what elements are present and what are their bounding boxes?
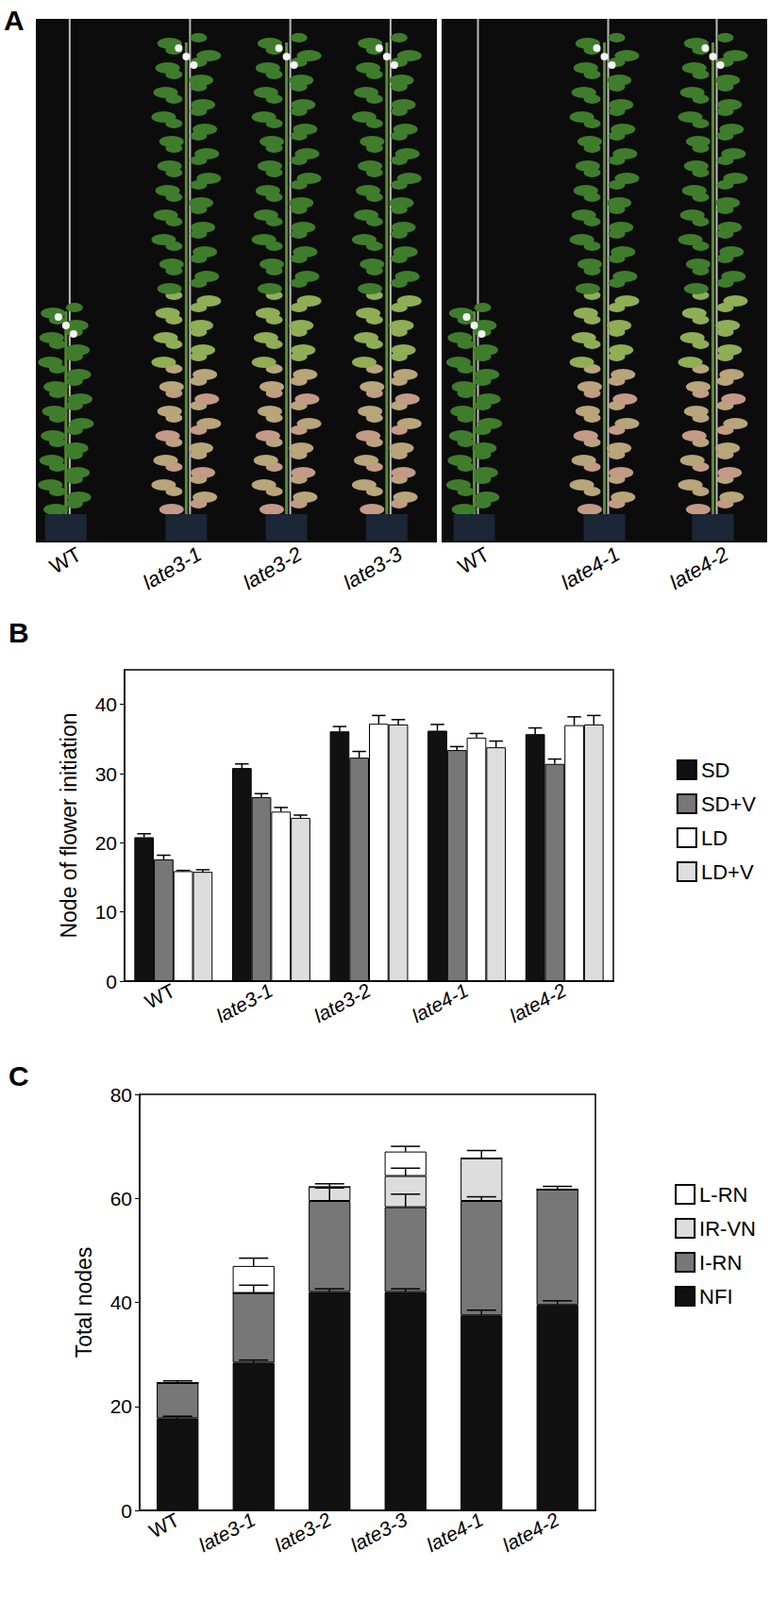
svg-text:late3-2: late3-2 bbox=[238, 542, 306, 595]
svg-text:late3-2: late3-2 bbox=[310, 979, 375, 1028]
svg-text:late4-2: late4-2 bbox=[665, 542, 733, 595]
svg-text:SD+V: SD+V bbox=[701, 792, 756, 817]
svg-text:0: 0 bbox=[120, 1500, 133, 1523]
svg-text:40: 40 bbox=[110, 1291, 133, 1314]
svg-text:SD: SD bbox=[701, 758, 731, 783]
svg-text:10: 10 bbox=[95, 901, 118, 923]
svg-text:WT: WT bbox=[145, 1508, 184, 1543]
svg-text:30: 30 bbox=[95, 763, 118, 786]
svg-text:late3-3: late3-3 bbox=[347, 1508, 412, 1557]
svg-text:C: C bbox=[8, 1060, 30, 1092]
svg-text:LD+V: LD+V bbox=[701, 860, 754, 885]
svg-text:late3-1: late3-1 bbox=[212, 979, 276, 1027]
svg-text:WT: WT bbox=[45, 542, 85, 580]
svg-text:0: 0 bbox=[105, 970, 118, 993]
svg-text:A: A bbox=[3, 4, 25, 36]
svg-text:late4-1: late4-1 bbox=[422, 1508, 486, 1557]
svg-text:late4-2: late4-2 bbox=[505, 979, 570, 1028]
svg-text:20: 20 bbox=[95, 832, 118, 854]
svg-text:late3-3: late3-3 bbox=[339, 541, 407, 595]
svg-text:WT: WT bbox=[453, 542, 494, 580]
svg-text:late3-2: late3-2 bbox=[270, 1508, 335, 1557]
svg-text:B: B bbox=[8, 617, 30, 649]
svg-text:late4-2: late4-2 bbox=[499, 1508, 564, 1557]
svg-text:Total nodes: Total nodes bbox=[71, 1247, 97, 1359]
svg-text:NFI: NFI bbox=[699, 1285, 733, 1309]
svg-text:late4-1: late4-1 bbox=[556, 542, 624, 595]
svg-text:WT: WT bbox=[141, 979, 180, 1014]
svg-text:Node of flower initiation: Node of flower initiation bbox=[56, 712, 82, 938]
svg-text:late4-1: late4-1 bbox=[408, 979, 472, 1027]
svg-text:40: 40 bbox=[95, 693, 118, 716]
svg-text:late3-1: late3-1 bbox=[138, 542, 206, 595]
svg-text:I-RN: I-RN bbox=[699, 1251, 742, 1275]
svg-text:late3-1: late3-1 bbox=[195, 1508, 259, 1557]
svg-text:20: 20 bbox=[110, 1395, 133, 1418]
svg-text:L-RN: L-RN bbox=[699, 1183, 748, 1207]
svg-text:80: 80 bbox=[110, 1084, 133, 1106]
svg-text:LD: LD bbox=[701, 826, 728, 851]
svg-text:IR-VN: IR-VN bbox=[699, 1217, 756, 1241]
svg-text:60: 60 bbox=[110, 1188, 133, 1210]
